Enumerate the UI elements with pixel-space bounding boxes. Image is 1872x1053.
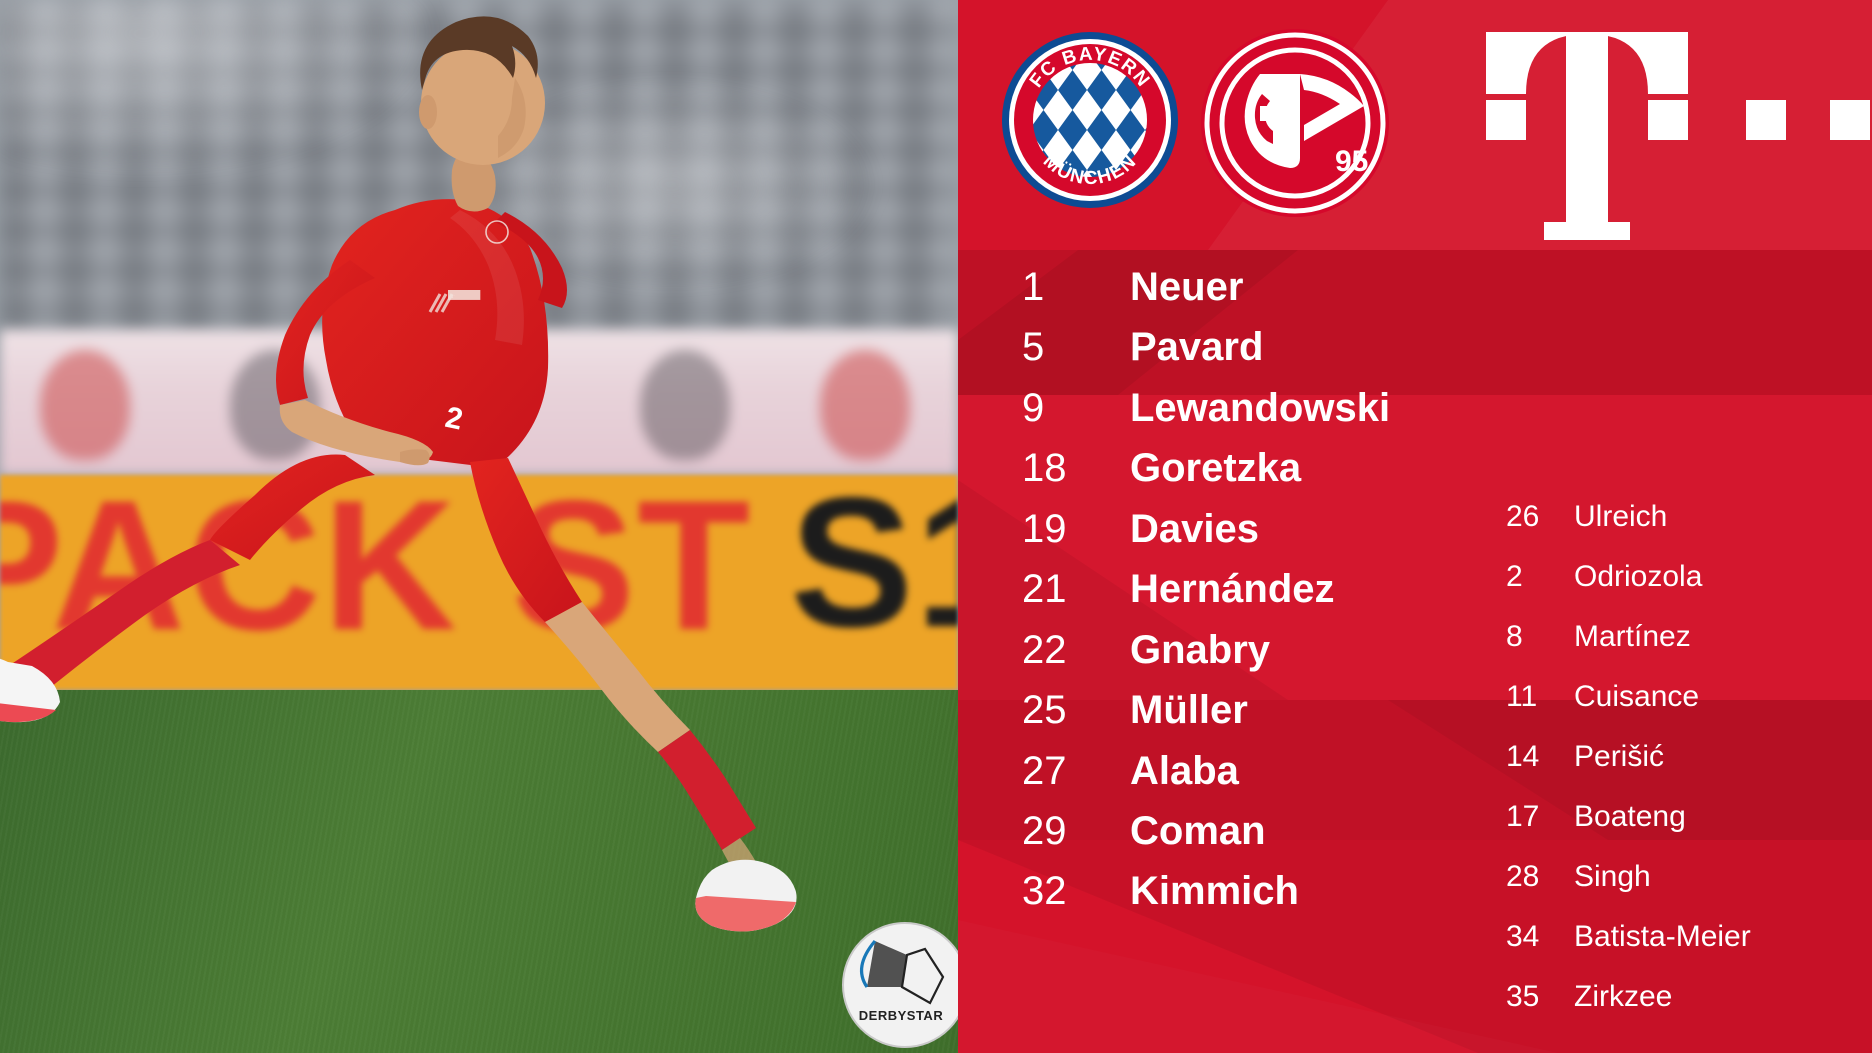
svg-text:DERBYSTAR: DERBYSTAR: [859, 1008, 944, 1023]
svg-text:95: 95: [1335, 145, 1368, 178]
